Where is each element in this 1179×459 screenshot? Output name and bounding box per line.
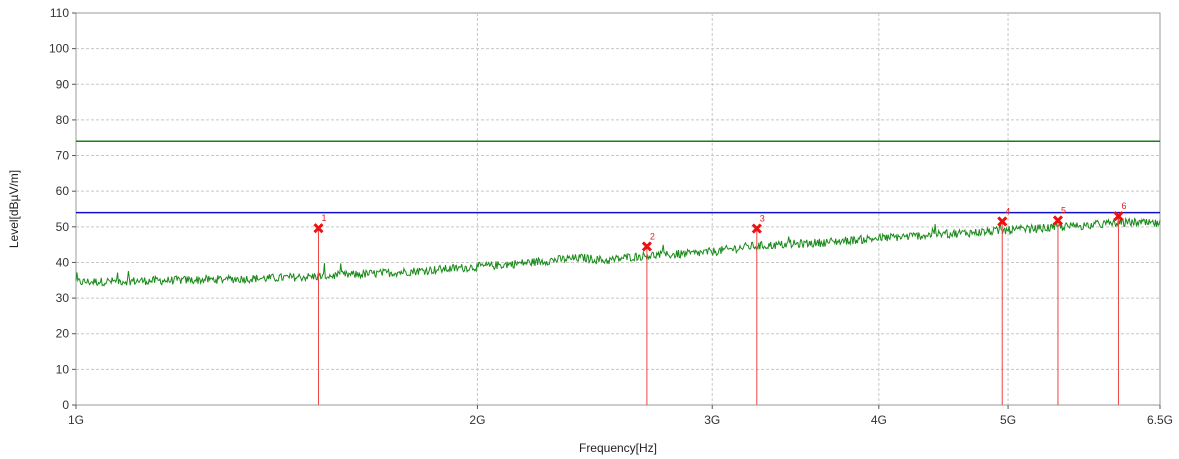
x-tick-label: 6.5G (1147, 413, 1173, 427)
y-tick-label: 50 (56, 220, 70, 234)
y-tick-label: 40 (56, 255, 70, 269)
marker-x-icon (997, 216, 1008, 227)
marker-x-icon (751, 223, 762, 234)
limit-lines (76, 140, 1160, 214)
y-axis-label: Level[dBµV/m] (7, 170, 21, 248)
marker-label: 6 (1121, 201, 1126, 211)
x-axis-label: Frequency[Hz] (579, 441, 657, 455)
y-tick-label: 100 (49, 42, 69, 56)
grid (76, 13, 1160, 405)
y-tick-label: 30 (56, 291, 70, 305)
y-tick-label: 90 (56, 77, 70, 91)
trace-series (75, 216, 1161, 287)
y-tick-label: 20 (56, 327, 70, 341)
y-tick-label: 110 (50, 6, 69, 20)
marker-label: 1 (321, 213, 326, 223)
x-tick-label: 4G (871, 413, 887, 427)
y-tick-label: 70 (56, 149, 70, 163)
y-tick-label: 80 (56, 113, 70, 127)
x-tick-label: 1G (68, 413, 84, 427)
marker-label: 4 (1005, 206, 1010, 216)
x-tick-label: 3G (704, 413, 720, 427)
marker-x-icon (641, 241, 652, 252)
marker-x-icon (313, 223, 324, 234)
marker-x-icon (1052, 215, 1064, 226)
marker-label: 3 (760, 214, 765, 224)
y-tick-label: 0 (62, 398, 69, 412)
x-axis-ticks: 1G 2G 3G 4G 5G 6.5G (68, 405, 1173, 427)
x-tick-label: 5G (1000, 413, 1016, 427)
marker-label: 2 (650, 231, 655, 241)
trace-layer (75, 216, 1161, 287)
peak-markers: 1 2 3 4 5 6 (313, 201, 1126, 405)
marker-label: 5 (1061, 205, 1066, 215)
x-tick-label: 2G (469, 413, 485, 427)
y-tick-label: 60 (56, 184, 70, 198)
y-axis-ticks: 0 10 20 30 40 50 60 70 80 90 100 110 (49, 6, 76, 412)
y-tick-label: 10 (56, 362, 70, 376)
marker-x-icon (1113, 211, 1124, 222)
plot-area (75, 12, 1161, 406)
